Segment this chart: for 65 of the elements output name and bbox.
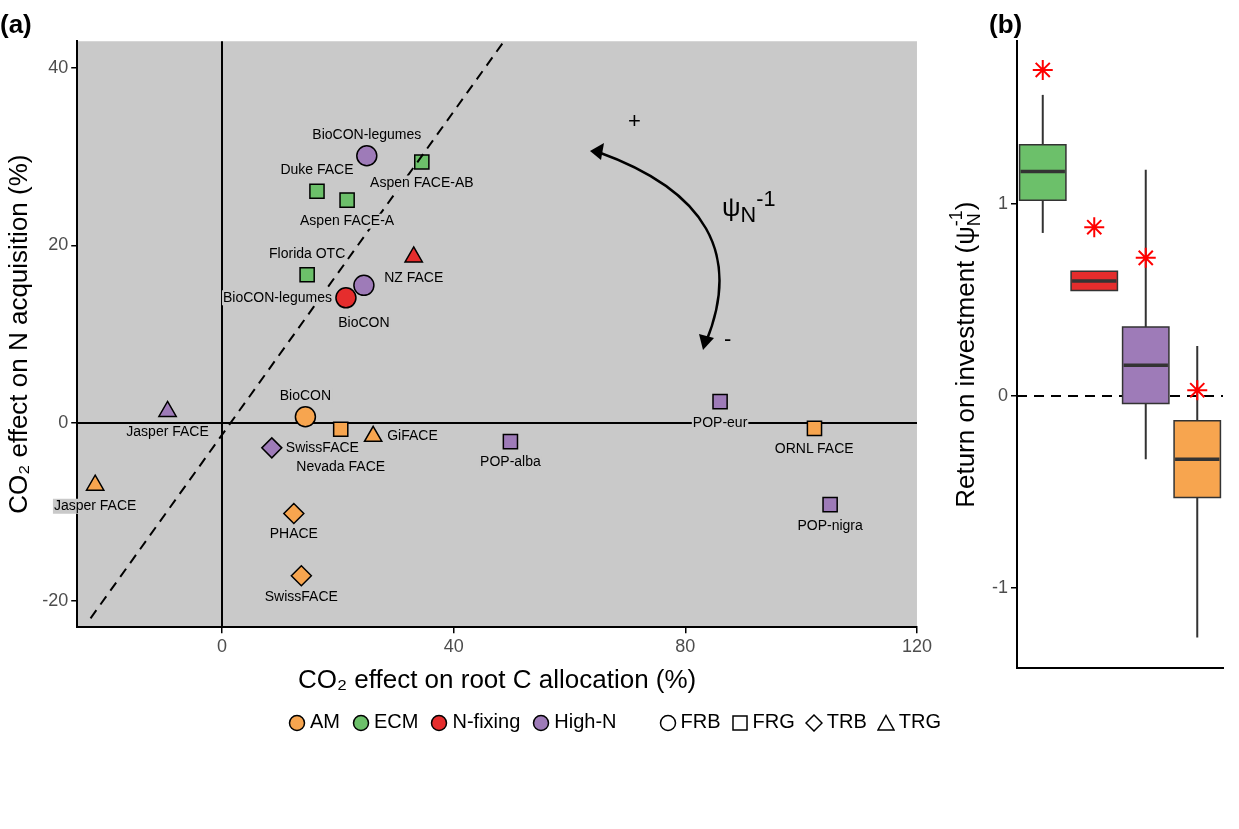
annotation: ORNL FACE [774,440,854,457]
point [335,287,357,309]
point [261,437,283,459]
annotation: POP-nigra [797,516,863,533]
point [309,183,325,200]
text: FRB [679,710,721,732]
point [1186,379,1209,402]
annotation: BioCON-legumes [223,288,332,305]
annotation: GiFACE [387,427,438,444]
point [1031,58,1054,81]
y-axis-title: CO₂ effect on N acquisition (%) [2,154,33,514]
annotation: PHACE [269,525,318,542]
annotation: POP-eur [692,413,748,430]
legend-label: High-N [553,710,617,732]
y-tick-label: 0 [58,411,69,432]
y-tick-label: 1 [997,193,1008,214]
legend-label: ECM [373,710,419,732]
point [294,406,317,428]
y-axis-title: Return on investment (ψN-1) [945,201,984,508]
text: TRG [897,710,941,732]
y-tick-label: -20 [42,589,69,610]
legend-label: AM [309,710,341,732]
point [353,274,375,297]
chart-title: (b) [989,8,1023,39]
chart-title: (a) [0,8,32,39]
annotation: BioCON [338,314,390,331]
text: TRB [825,710,867,732]
x-tick-label: 80 [675,635,696,656]
point [299,266,315,283]
x-tick-label: 120 [901,635,933,656]
y-tick-label: 40 [48,56,69,77]
annotation: Aspen FACE-AB [370,173,474,190]
point [290,564,313,587]
point [283,502,305,525]
annotation: Jasper FACE [53,497,137,513]
annotation: + [628,108,641,133]
annotation: BioCON-legumes [312,125,422,142]
text: FRG [751,710,795,732]
point [332,421,349,438]
point [806,420,823,437]
annotation: POP-alba [480,453,541,470]
annotation: BioCON [279,386,332,403]
point [712,393,728,410]
x-axis-title: CO₂ effect on root C allocation (%) [297,663,697,694]
x-tick-label: 0 [217,635,228,656]
y-tick-label: 20 [48,234,69,255]
annotation: Aspen FACE-A [300,211,395,228]
point [822,496,838,513]
annotation: NZ FACE [384,268,444,285]
annotation: Duke FACE [280,161,354,178]
annotation: - [724,326,732,351]
y-tick-label: 0 [997,384,1008,405]
y-tick-label: -1 [991,576,1008,597]
point [502,433,519,450]
x-tick-label: 40 [443,635,464,656]
point [1083,216,1106,239]
annotation: Nevada FACE [296,458,386,475]
annotation: Florida OTC [269,244,346,261]
annotation: Jasper FACE [126,423,209,440]
point [339,192,355,208]
point [356,144,378,167]
point [1134,246,1157,269]
annotation: SwissFACE [285,438,359,455]
legend-label: N-fixing [451,710,521,732]
annotation: SwissFACE [264,587,338,604]
